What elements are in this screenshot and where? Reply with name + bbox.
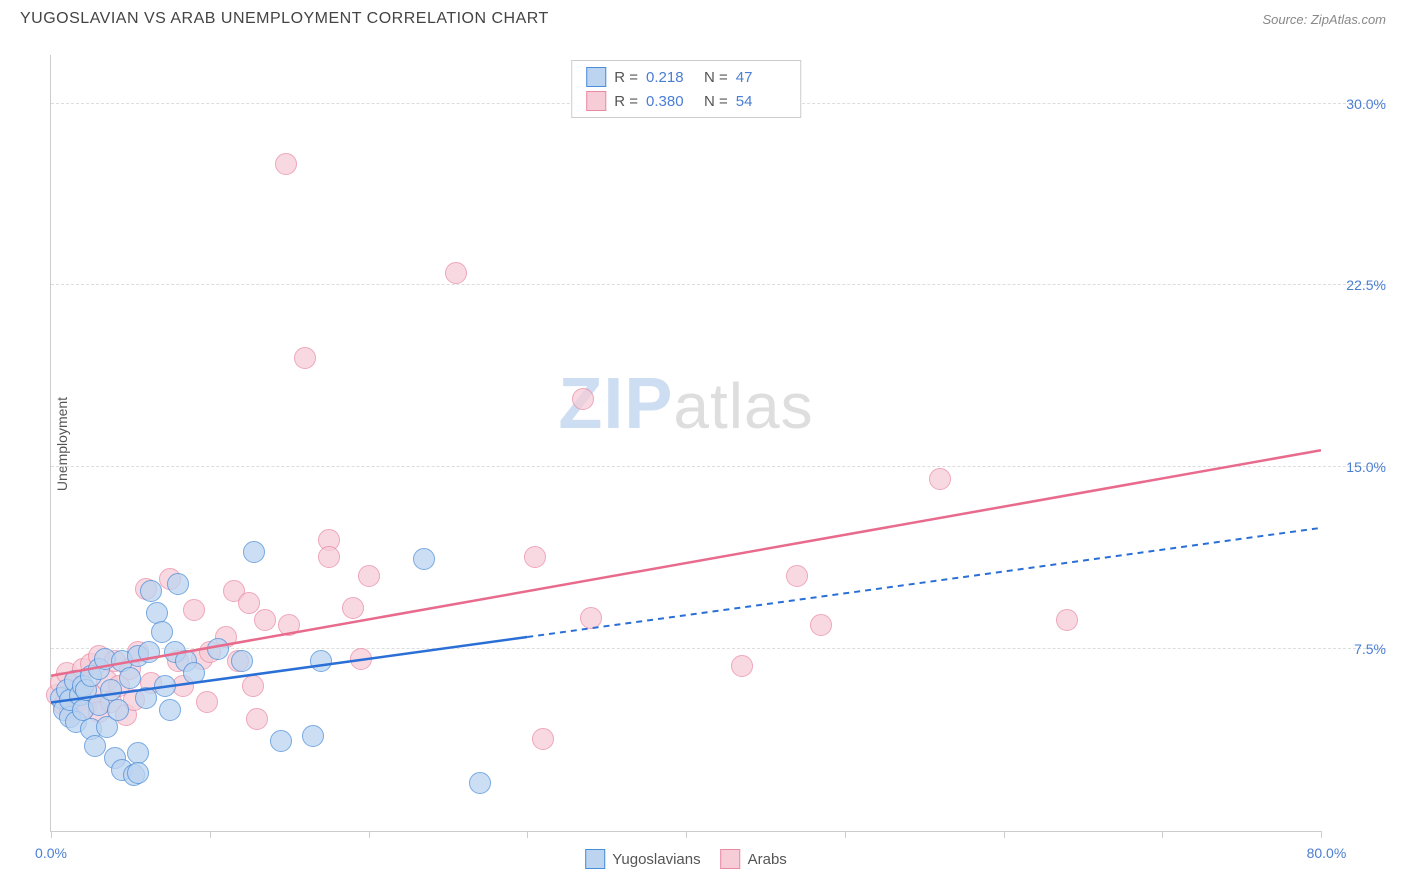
x-tick: [369, 831, 370, 838]
data-point-yugoslavians: [146, 602, 168, 624]
data-point-yugoslavians: [310, 650, 332, 672]
gridline: 22.5%: [51, 284, 1386, 285]
r-value: 0.380: [646, 93, 696, 110]
plot-area: ZIPatlas R =0.218N =47R =0.380N =54 Yugo…: [50, 55, 1321, 832]
legend-row: R = 0.218 N = 47: [572, 65, 800, 89]
legend-swatch: [721, 849, 741, 869]
legend-swatch: [585, 849, 605, 869]
watermark: ZIPatlas: [558, 363, 813, 445]
data-point-arabs: [246, 708, 268, 730]
data-point-arabs: [318, 546, 340, 568]
legend-swatch: [586, 67, 606, 87]
n-label: N =: [704, 93, 728, 110]
r-value: 0.218: [646, 69, 696, 86]
data-point-arabs: [254, 609, 276, 631]
data-point-arabs: [183, 599, 205, 621]
data-point-arabs: [810, 614, 832, 636]
data-point-yugoslavians: [167, 573, 189, 595]
data-point-yugoslavians: [140, 580, 162, 602]
legend-swatch: [586, 91, 606, 111]
y-tick-label: 22.5%: [1346, 277, 1386, 293]
data-point-arabs: [294, 347, 316, 369]
y-tick-label: 7.5%: [1354, 641, 1386, 657]
data-point-arabs: [532, 728, 554, 750]
legend-row: R = 0.380 N = 54: [572, 89, 800, 113]
data-point-yugoslavians: [183, 662, 205, 684]
x-tick: [1004, 831, 1005, 838]
chart-title: YUGOSLAVIAN VS ARAB UNEMPLOYMENT CORRELA…: [20, 10, 549, 28]
trend-lines: [51, 55, 1321, 831]
x-min-label: 0.0%: [35, 845, 67, 861]
y-tick-label: 15.0%: [1346, 459, 1386, 475]
data-point-arabs: [786, 565, 808, 587]
gridline: 15.0%: [51, 466, 1386, 467]
x-tick: [51, 831, 52, 838]
correlation-legend: R = 0.218 N = 47 R = 0.380 N = 54: [571, 60, 801, 118]
x-tick: [1321, 831, 1322, 838]
data-point-arabs: [342, 597, 364, 619]
data-point-arabs: [929, 468, 951, 490]
series-label: Arabs: [748, 851, 787, 868]
data-point-arabs: [278, 614, 300, 636]
data-point-arabs: [731, 655, 753, 677]
data-point-yugoslavians: [207, 638, 229, 660]
data-point-yugoslavians: [127, 762, 149, 784]
r-label: R =: [614, 93, 638, 110]
series-label: Yugoslavians: [612, 851, 700, 868]
data-point-arabs: [350, 648, 372, 670]
data-point-yugoslavians: [138, 641, 160, 663]
data-point-arabs: [1056, 609, 1078, 631]
data-point-yugoslavians: [231, 650, 253, 672]
n-value: 54: [736, 93, 786, 110]
data-point-arabs: [580, 607, 602, 629]
r-label: R =: [614, 69, 638, 86]
x-tick: [686, 831, 687, 838]
series-legend: Yugoslavians Arabs: [585, 849, 787, 869]
n-value: 47: [736, 69, 786, 86]
gridline: 7.5%: [51, 648, 1386, 649]
x-tick: [845, 831, 846, 838]
n-label: N =: [704, 69, 728, 86]
data-point-yugoslavians: [119, 667, 141, 689]
x-tick: [1162, 831, 1163, 838]
data-point-yugoslavians: [154, 675, 176, 697]
x-tick: [210, 831, 211, 838]
data-point-yugoslavians: [107, 699, 129, 721]
chart-area: Unemployment ZIPatlas R =0.218N =47R =0.…: [50, 55, 1321, 832]
x-max-label: 80.0%: [1307, 845, 1347, 861]
data-point-arabs: [275, 153, 297, 175]
source-attribution: Source: ZipAtlas.com: [1262, 12, 1386, 27]
series-legend-item: Arabs: [721, 849, 787, 869]
data-point-yugoslavians: [469, 772, 491, 794]
data-point-yugoslavians: [302, 725, 324, 747]
data-point-arabs: [196, 691, 218, 713]
data-point-arabs: [358, 565, 380, 587]
data-point-arabs: [524, 546, 546, 568]
data-point-arabs: [445, 262, 467, 284]
data-point-yugoslavians: [159, 699, 181, 721]
data-point-yugoslavians: [243, 541, 265, 563]
data-point-arabs: [572, 388, 594, 410]
data-point-yugoslavians: [135, 687, 157, 709]
y-tick-label: 30.0%: [1346, 96, 1386, 112]
x-tick: [527, 831, 528, 838]
data-point-yugoslavians: [413, 548, 435, 570]
data-point-arabs: [242, 675, 264, 697]
series-legend-item: Yugoslavians: [585, 849, 700, 869]
data-point-yugoslavians: [151, 621, 173, 643]
data-point-yugoslavians: [270, 730, 292, 752]
